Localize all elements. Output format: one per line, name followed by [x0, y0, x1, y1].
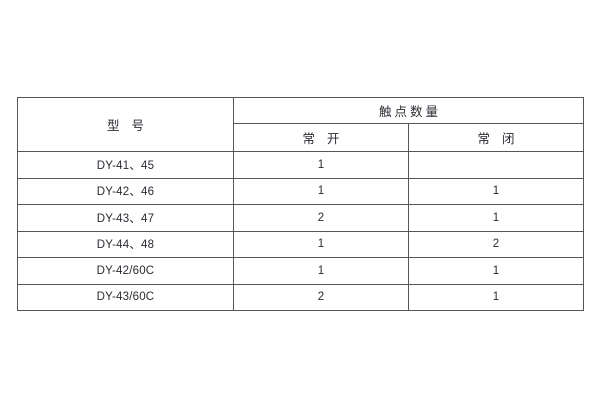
- table-row: DY-42/60C 1 1: [17, 257, 585, 285]
- cell-normally-closed: 2: [407, 230, 585, 258]
- cell-model: DY-43/60C: [17, 283, 234, 311]
- cell-normally-open: 2: [233, 283, 409, 311]
- cell-model: DY-44、48: [17, 230, 234, 258]
- table-header-row-sub: 常 开 常 闭: [18, 123, 585, 152]
- cell-normally-open: 1: [233, 151, 409, 179]
- spec-table-container: 型 号 触点数量 常 开 常 闭 DY-41、45 1 DY-42、46 1 1: [17, 97, 585, 311]
- contact-quantity-table: 型 号 触点数量 常 开 常 闭 DY-41、45 1 DY-42、46 1 1: [17, 97, 585, 311]
- cell-model: DY-42/60C: [17, 257, 234, 285]
- table-row: DY-42、46 1 1: [17, 177, 585, 205]
- table-row: DY-41、45 1: [17, 151, 585, 179]
- cell-normally-closed: 1: [407, 177, 585, 205]
- cell-normally-closed: 1: [407, 257, 585, 285]
- cell-normally-closed: 1: [407, 283, 585, 311]
- cell-normally-open: 1: [233, 257, 409, 285]
- cell-model: DY-42、46: [17, 177, 234, 205]
- cell-normally-closed: 1: [407, 204, 585, 232]
- table-header-row-top: 型 号 触点数量: [17, 97, 585, 152]
- table-row: DY-43/60C 2 1: [17, 283, 585, 311]
- column-header-normally-open: 常 开: [233, 123, 409, 152]
- table-row: DY-44、48 1 2: [17, 230, 585, 258]
- table-row: DY-43、47 2 1: [17, 204, 585, 232]
- cell-normally-open: 1: [233, 230, 409, 258]
- table-body: DY-41、45 1 DY-42、46 1 1 DY-43、47 2 1 DY-…: [17, 151, 585, 311]
- cell-normally-closed: [407, 151, 585, 179]
- cell-model: DY-41、45: [17, 151, 234, 179]
- cell-normally-open: 2: [233, 204, 409, 232]
- table-header: 型 号 触点数量 常 开 常 闭: [17, 97, 585, 152]
- column-header-model: 型 号: [17, 97, 234, 152]
- column-header-normally-closed: 常 闭: [407, 123, 585, 152]
- cell-model: DY-43、47: [17, 204, 234, 232]
- column-header-contact-quantity: 触点数量: [232, 97, 585, 124]
- cell-normally-open: 1: [233, 177, 409, 205]
